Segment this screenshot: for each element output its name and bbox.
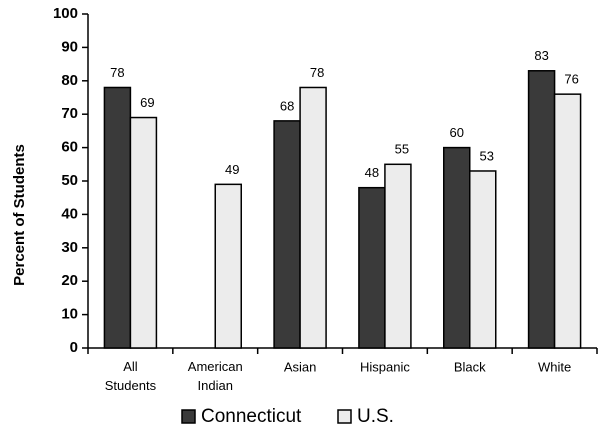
bar	[358, 186, 386, 349]
y-axis-title: Percent of Students	[11, 144, 28, 286]
value-label: 78	[110, 65, 124, 80]
bar	[384, 163, 412, 349]
y-tick-label: 30	[61, 239, 78, 256]
y-tick-label: 100	[53, 5, 78, 22]
bar	[299, 86, 327, 349]
x-tick-label: Asian	[284, 359, 317, 374]
x-tick-label: Hispanic	[360, 359, 410, 374]
value-label: 68	[280, 98, 294, 113]
y-tick-label: 50	[61, 172, 78, 189]
y-tick-label: 70	[61, 105, 78, 122]
value-label: 55	[395, 142, 409, 157]
x-tick-label: American Indian	[188, 359, 243, 393]
x-tick-label: White	[538, 359, 571, 374]
y-tick-label: 20	[61, 272, 78, 289]
legend-label: Connecticut	[201, 406, 302, 427]
y-tick-label: 80	[61, 72, 78, 89]
value-label: 78	[310, 65, 324, 80]
legend-label: U.S.	[357, 406, 394, 427]
bar	[273, 120, 301, 349]
y-tick-label: 40	[61, 205, 78, 222]
x-tick-label: Black	[454, 359, 486, 374]
bar	[469, 170, 497, 349]
bar	[103, 86, 132, 349]
y-tick-label: 90	[61, 38, 78, 55]
value-label: 76	[564, 72, 578, 87]
legend-swatch	[337, 409, 352, 424]
value-label: 60	[450, 125, 464, 140]
bar	[553, 93, 582, 349]
y-tick-label: 60	[61, 139, 78, 156]
value-label: 83	[534, 48, 548, 63]
bar	[527, 70, 556, 349]
x-tick-label: All Students	[105, 359, 157, 393]
value-label: 69	[140, 95, 154, 110]
legend-swatch	[181, 409, 196, 424]
y-tick-label: 10	[61, 306, 78, 323]
bar	[443, 146, 471, 349]
value-label: 53	[480, 148, 494, 163]
y-tick-label: 0	[70, 339, 78, 356]
value-label: 48	[365, 165, 379, 180]
value-label: 49	[225, 162, 239, 177]
bar	[214, 183, 242, 349]
bar	[129, 116, 158, 349]
